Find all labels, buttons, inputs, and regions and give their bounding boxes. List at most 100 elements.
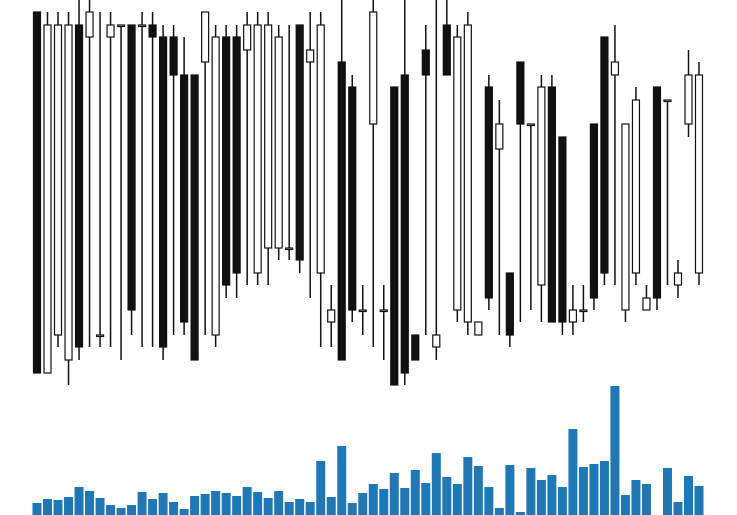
volume-bar xyxy=(536,480,546,515)
candle-body xyxy=(53,24,63,336)
candle-body xyxy=(652,86,662,299)
candle-body xyxy=(684,74,693,125)
volume-bar xyxy=(263,498,273,515)
candle-body xyxy=(158,36,168,348)
candle-body xyxy=(64,24,73,361)
candle-body xyxy=(211,36,220,336)
volume-bar xyxy=(169,502,179,515)
volume-bar xyxy=(53,500,63,515)
candle-body xyxy=(526,123,535,127)
candle-body xyxy=(610,61,620,76)
candle-body xyxy=(43,24,52,374)
candle-body xyxy=(95,334,105,338)
candle-body xyxy=(547,86,556,323)
candle-body xyxy=(463,24,472,323)
candle-body xyxy=(148,24,157,38)
candle-body xyxy=(306,49,315,63)
volume-bar xyxy=(43,499,53,515)
candle-body xyxy=(390,86,399,386)
volume-bar xyxy=(358,493,368,515)
candle-body xyxy=(579,309,588,313)
volume-bar xyxy=(547,475,557,515)
volume-bar xyxy=(190,496,200,515)
volume-bar xyxy=(694,486,704,515)
candle-body xyxy=(85,11,94,38)
candle-body xyxy=(201,11,210,63)
volume-bar xyxy=(242,487,252,515)
candle-body xyxy=(694,74,704,274)
candle-body xyxy=(442,24,451,76)
volume-bar xyxy=(599,461,609,515)
volume-bar xyxy=(389,473,399,515)
volume-bar xyxy=(578,467,588,515)
candle-body xyxy=(400,74,409,374)
candle-body xyxy=(285,247,294,251)
volume-bar xyxy=(368,484,378,515)
candle-body xyxy=(106,24,115,38)
candle-body xyxy=(411,334,420,361)
volume-bar xyxy=(568,429,578,515)
volume-bar xyxy=(505,465,515,515)
volume-bar xyxy=(211,491,221,515)
volume-bar xyxy=(284,502,294,515)
candle-body xyxy=(348,86,357,311)
volume-bar xyxy=(274,491,284,515)
candle-body xyxy=(673,272,683,286)
volume-bar xyxy=(515,512,525,515)
candle-body xyxy=(222,36,231,286)
volume-bar xyxy=(557,487,567,515)
candle-body xyxy=(642,297,651,311)
volume-bar xyxy=(316,461,326,515)
volume-bar xyxy=(337,446,347,515)
volume-bar xyxy=(148,499,158,515)
candle-body xyxy=(190,74,199,361)
volume-bar xyxy=(295,499,305,515)
candle-body xyxy=(558,136,567,323)
volume-bar xyxy=(305,502,315,515)
volume-bar xyxy=(253,492,263,515)
candle-body xyxy=(32,11,42,374)
volume-bar xyxy=(179,509,189,515)
candle-body xyxy=(243,24,252,51)
volume-bar xyxy=(673,502,683,515)
volume-bar xyxy=(127,505,137,515)
candle-body xyxy=(327,309,336,323)
volume-bar xyxy=(232,496,242,515)
candle-body xyxy=(568,309,578,323)
volume-bar xyxy=(620,495,630,515)
volume-bar xyxy=(400,488,410,515)
volume-bar xyxy=(631,480,641,515)
candle-body xyxy=(169,36,178,76)
candle-body xyxy=(369,11,378,125)
volume-bar xyxy=(473,466,483,515)
candle-body xyxy=(127,24,136,311)
candle-body xyxy=(379,309,388,313)
candle-body xyxy=(432,334,441,348)
candle-body xyxy=(537,86,546,286)
volume-bar xyxy=(494,508,504,515)
candle-body xyxy=(274,36,283,249)
volume-bar xyxy=(589,464,599,515)
volume-bar xyxy=(200,494,210,515)
volume-bar xyxy=(526,468,536,515)
volume-bar xyxy=(410,470,420,515)
volume-bar xyxy=(137,492,147,515)
candle-body xyxy=(137,24,147,28)
candle-body xyxy=(180,74,189,323)
candle-body xyxy=(663,99,672,103)
volume-bar xyxy=(106,505,116,515)
volume-bar xyxy=(484,487,494,515)
volume-bar xyxy=(74,487,84,515)
candle-body xyxy=(316,24,325,274)
candle-body xyxy=(495,123,504,150)
candle-body xyxy=(337,61,346,361)
volume-bar xyxy=(463,457,473,515)
candle-body xyxy=(358,309,367,313)
volume-bar xyxy=(421,483,431,515)
volume-bar xyxy=(442,477,452,515)
volume-bar xyxy=(326,497,336,515)
candle-body xyxy=(421,49,430,76)
candle-body xyxy=(505,272,514,336)
volume-bar xyxy=(116,508,126,515)
